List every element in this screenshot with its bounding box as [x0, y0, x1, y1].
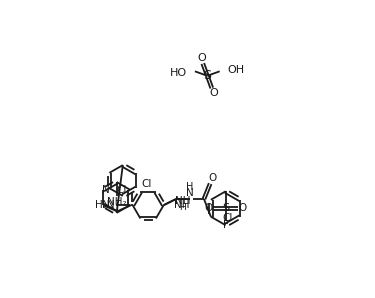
Text: HO: HO [170, 68, 187, 78]
Text: F: F [223, 220, 229, 230]
Text: Cl: Cl [116, 185, 126, 195]
Text: Cl: Cl [141, 179, 151, 189]
Text: O: O [204, 203, 213, 213]
Text: O: O [209, 89, 218, 99]
Text: Cl: Cl [222, 213, 232, 223]
Text: OH: OH [227, 65, 244, 75]
Text: O: O [198, 53, 206, 63]
Text: N: N [102, 200, 110, 210]
Text: O: O [238, 203, 247, 213]
Text: NH: NH [174, 196, 190, 206]
Text: N: N [102, 185, 110, 195]
Text: H₂N: H₂N [95, 200, 114, 210]
Text: N: N [186, 188, 194, 198]
Text: H: H [186, 182, 194, 192]
Text: S: S [203, 69, 211, 82]
Text: O: O [209, 173, 217, 183]
Text: NH: NH [174, 200, 189, 210]
Text: S: S [222, 203, 229, 213]
Text: H: H [179, 203, 186, 212]
Text: NH₂: NH₂ [107, 197, 126, 207]
